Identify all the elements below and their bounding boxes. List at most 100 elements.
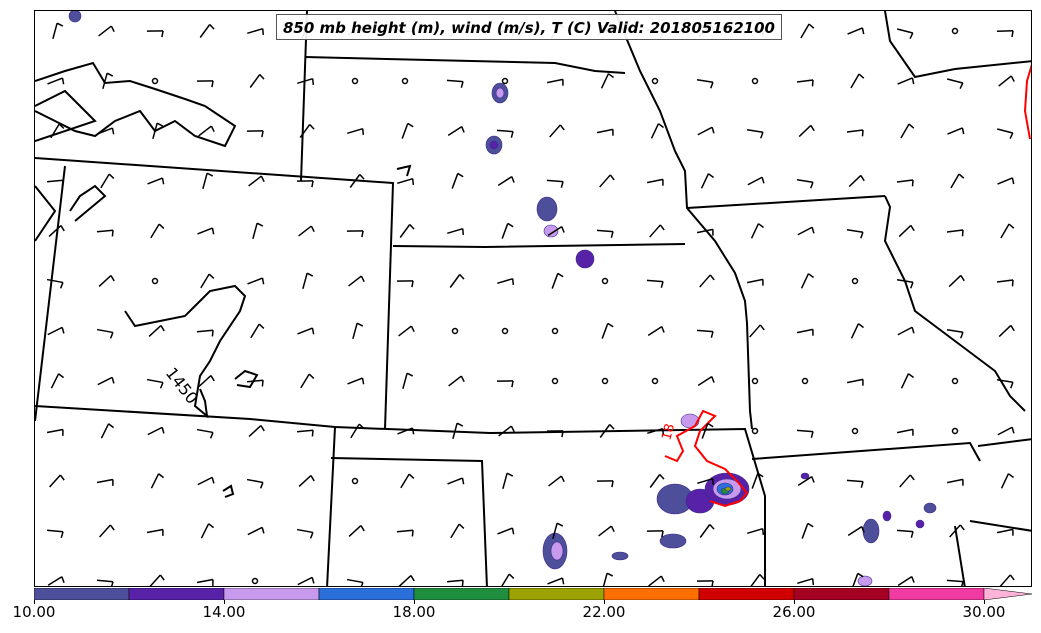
wind-barb [998, 75, 1015, 87]
calm-wind-marker [151, 277, 159, 285]
temperature-contour-label: 18 [659, 422, 678, 442]
calm-wind-marker [451, 327, 459, 335]
wind-barb [596, 128, 614, 136]
wind-barb [497, 527, 515, 535]
colorbar-bin [128, 588, 225, 600]
map-title: 850 mb height (m), wind (m/s), T (C) Val… [276, 14, 782, 40]
wind-barb [401, 122, 414, 139]
calm-wind-marker [551, 377, 559, 385]
wind-barb [649, 224, 665, 238]
colorbar-bin [223, 588, 320, 600]
wind-barb [796, 79, 814, 87]
wind-barb [598, 525, 615, 537]
wind-barb [100, 423, 115, 439]
wind-barb [296, 180, 314, 188]
temperature-contour-line [1023, 64, 1031, 140]
wind-barb [646, 279, 664, 288]
wind-barb [249, 73, 265, 88]
wind-barb [946, 579, 964, 586]
wind-barb [99, 524, 115, 538]
wind-barb [546, 179, 564, 188]
wind-barb [247, 27, 265, 36]
wind-barb [552, 522, 564, 539]
colorbar-tick-label: 18.00 [392, 603, 436, 621]
wind-barb [196, 329, 214, 337]
wind-barb [650, 123, 664, 139]
state-border-line [35, 157, 395, 430]
wind-barb [997, 426, 1015, 436]
shaded-field-layer [68, 11, 937, 586]
colorbar-bin [603, 588, 700, 600]
wind-barb [996, 528, 1014, 536]
wind-barb [297, 327, 315, 335]
wind-barb [797, 577, 815, 586]
wind-barb [196, 578, 214, 586]
wind-barb [897, 77, 915, 85]
wind-barb [198, 374, 215, 388]
calm-wind-marker [251, 577, 259, 585]
wind-barb [998, 324, 1015, 338]
colorbar-tick-label: 14.00 [202, 603, 246, 621]
shaded-cell [543, 224, 559, 238]
wind-barb [749, 573, 765, 586]
wind-barb [602, 572, 614, 586]
wind-barb [297, 77, 315, 86]
wind-barb [850, 73, 865, 89]
colorbar-tick [224, 600, 225, 604]
wind-barb [98, 274, 115, 288]
wind-barb [298, 225, 315, 237]
calm-wind-marker [751, 77, 759, 85]
state-border-line [35, 89, 97, 142]
wind-barb [947, 78, 964, 90]
wind-barb [746, 278, 764, 286]
state-border-line [35, 185, 57, 242]
wind-barb [800, 273, 814, 289]
wind-barb [46, 278, 64, 289]
wind-barb [149, 574, 165, 586]
state-border-line [686, 195, 886, 209]
calm-wind-marker [951, 377, 959, 385]
wind-barb [150, 223, 165, 239]
wind-barb [999, 574, 1015, 586]
wind-barb [449, 273, 465, 288]
state-border-line [954, 525, 966, 586]
wind-barb [346, 230, 364, 238]
wind-barb [699, 523, 715, 538]
wind-barb [897, 28, 914, 40]
wind-barb [200, 273, 215, 289]
wind-barb [747, 527, 765, 536]
height-contour-line [35, 61, 237, 148]
shaded-cell [862, 518, 880, 544]
wind-barb [696, 580, 714, 586]
calm-wind-marker [851, 427, 859, 435]
shaded-cell [68, 11, 82, 23]
state-border-line [977, 438, 1031, 447]
wind-barb [846, 228, 864, 239]
colorbar-bin [888, 588, 985, 600]
shaded-cell [800, 472, 810, 480]
wind-barb [152, 122, 164, 139]
wind-barb [346, 578, 364, 586]
wind-barb [599, 423, 615, 438]
wind-barb [900, 373, 914, 389]
wind-barb [250, 323, 265, 339]
wind-barb [996, 30, 1014, 38]
wind-barb [896, 428, 914, 436]
wind-barb [850, 323, 864, 339]
wind-barb [897, 576, 915, 586]
wind-barb [749, 324, 765, 338]
wind-barb [397, 177, 415, 186]
wind-barb [446, 79, 464, 88]
calm-wind-marker [601, 277, 609, 285]
calm-wind-marker [401, 77, 409, 85]
colorbar-tick-label: 26.00 [772, 603, 816, 621]
wind-barb [352, 322, 364, 339]
wind-barb [350, 423, 365, 439]
wind-barb [996, 378, 1014, 389]
wind-barb [450, 523, 465, 539]
height-contour-line [396, 164, 412, 177]
colorbar-extend-arrow [983, 588, 1033, 600]
wind-barb [847, 27, 865, 35]
wind-barb [197, 476, 215, 486]
wind-barb [348, 524, 365, 538]
